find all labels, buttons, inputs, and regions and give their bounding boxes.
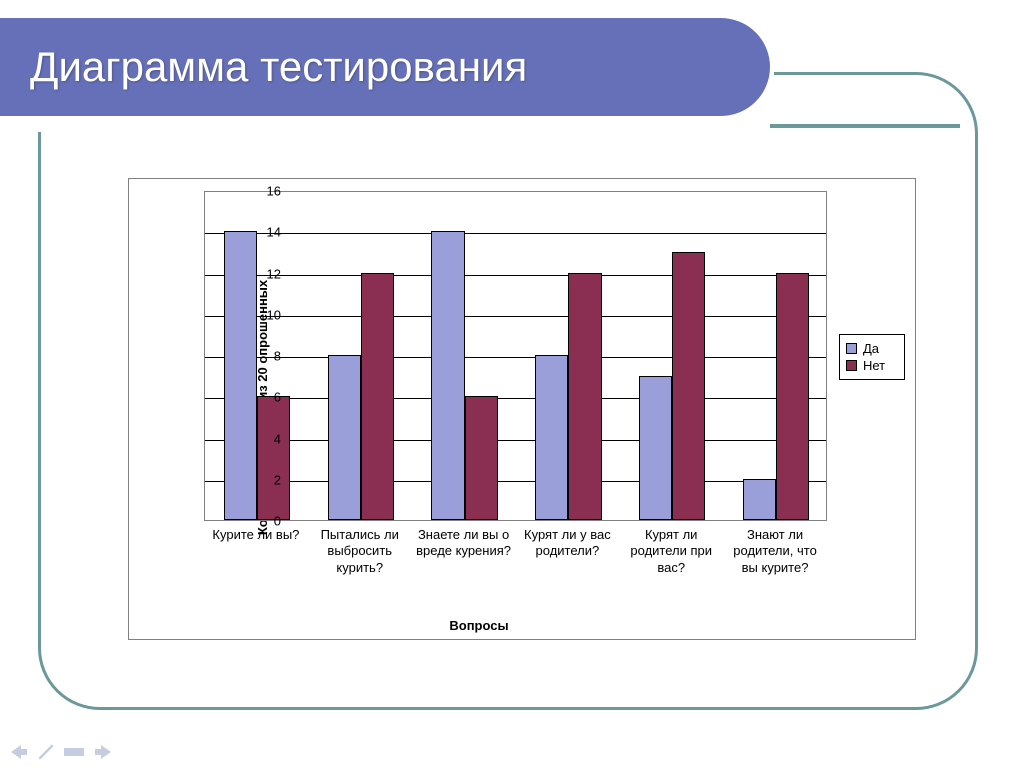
pen-icon[interactable] <box>38 744 54 760</box>
grid-line <box>205 233 826 234</box>
bar <box>431 231 464 520</box>
menu-icon[interactable] <box>64 745 84 759</box>
title-banner: Диаграмма тестирования <box>0 18 770 116</box>
grid-line <box>205 440 826 441</box>
y-tick-label: 0 <box>229 514 289 529</box>
legend-swatch-no <box>846 360 857 371</box>
bar <box>328 355 361 520</box>
bar <box>568 273 601 521</box>
slide-title: Диаграмма тестирования <box>30 43 527 91</box>
slide-nav <box>10 744 112 760</box>
y-tick-label: 10 <box>229 307 289 322</box>
grid-line <box>205 398 826 399</box>
y-tick-label: 8 <box>229 349 289 364</box>
title-underline-ext <box>770 124 960 128</box>
legend-item: Да <box>846 341 898 356</box>
legend-swatch-yes <box>846 343 857 354</box>
bar <box>672 252 705 520</box>
x-category-label: Пытались ли выбросить курить? <box>308 527 412 607</box>
grid-line <box>205 275 826 276</box>
chart-legend: Да Нет <box>839 334 905 380</box>
y-tick-label: 14 <box>229 225 289 240</box>
bar <box>776 273 809 521</box>
legend-label: Да <box>863 341 879 356</box>
bar <box>743 479 776 520</box>
bar <box>361 273 394 521</box>
x-category-labels: Курите ли вы?Пытались ли выбросить курит… <box>204 527 827 607</box>
x-category-label: Курите ли вы? <box>204 527 308 607</box>
chart-container: Количество человек из 20 опрошенных Кури… <box>128 178 916 640</box>
grid-line <box>205 481 826 482</box>
y-tick-label: 6 <box>229 390 289 405</box>
x-category-label: Знают ли родители, что вы курите? <box>723 527 827 607</box>
bar <box>465 396 498 520</box>
y-tick-label: 12 <box>229 266 289 281</box>
y-tick-label: 16 <box>229 184 289 199</box>
x-category-label: Знаете ли вы о вреде курения? <box>412 527 516 607</box>
bar <box>257 396 290 520</box>
grid-line <box>205 357 826 358</box>
y-tick-label: 4 <box>229 431 289 446</box>
x-category-label: Курят ли у вас родители? <box>515 527 619 607</box>
bar <box>639 376 672 520</box>
x-axis-title: Вопросы <box>129 618 829 633</box>
chart-plot-area <box>204 191 827 521</box>
prev-arrow-icon[interactable] <box>10 744 28 760</box>
y-tick-label: 2 <box>229 472 289 487</box>
legend-item: Нет <box>846 358 898 373</box>
x-category-label: Курят ли родители при вас? <box>619 527 723 607</box>
legend-label: Нет <box>863 358 885 373</box>
grid-line <box>205 316 826 317</box>
bar <box>535 355 568 520</box>
next-arrow-icon[interactable] <box>94 744 112 760</box>
